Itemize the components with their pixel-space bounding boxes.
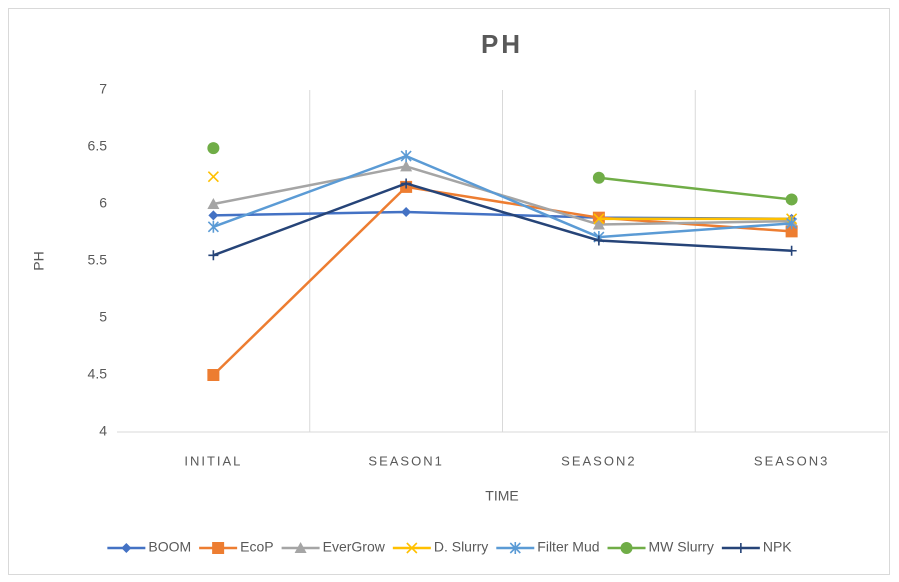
- marker: [786, 217, 798, 230]
- x-tick-label: SEASON1: [368, 453, 443, 468]
- legend-label: Filter Mud: [537, 539, 599, 555]
- legend-label: D. Slurry: [434, 539, 488, 555]
- marker: [207, 142, 220, 155]
- marker: [294, 542, 307, 553]
- legend-label: MW Slurry: [649, 539, 714, 555]
- marker: [593, 235, 604, 246]
- series-line: [598, 176, 792, 201]
- x-axis-label: TIME: [485, 488, 518, 504]
- y-tick-label: 5: [99, 309, 107, 325]
- marker: [592, 218, 605, 230]
- marker: [785, 193, 798, 206]
- marker: [121, 543, 132, 553]
- series-line: [212, 185, 792, 376]
- legend: BOOM EcoP EverGrow D. Slurry Filter Mud MW Sl…: [107, 539, 792, 555]
- y-axis-label: PH: [31, 251, 47, 270]
- marker: [401, 206, 412, 217]
- y-tick-label: 6: [99, 195, 107, 211]
- y-tick-label: 5.5: [88, 252, 108, 268]
- marker: [208, 210, 219, 221]
- legend-label: NPK: [763, 539, 792, 555]
- marker: [400, 160, 413, 172]
- marker: [207, 369, 220, 381]
- marker: [207, 220, 219, 233]
- marker: [401, 178, 412, 189]
- marker: [207, 198, 220, 209]
- marker: [212, 542, 225, 554]
- x-tick-label: SEASON3: [754, 453, 829, 468]
- marker: [786, 245, 797, 256]
- marker: [785, 225, 798, 238]
- chart-title: PH: [481, 29, 523, 59]
- series-line: [212, 154, 792, 239]
- marker: [735, 543, 746, 553]
- marker: [208, 250, 219, 261]
- marker: [400, 150, 412, 163]
- y-tick-label: 7: [99, 81, 107, 97]
- marker: [592, 171, 605, 184]
- x-tick-label: SEASON2: [561, 453, 636, 468]
- marker: [509, 542, 521, 554]
- legend-label: BOOM: [148, 539, 191, 555]
- y-tick-label: 4: [99, 423, 107, 439]
- series-line: [212, 182, 792, 257]
- marker: [207, 171, 219, 183]
- chart-border: [8, 8, 890, 575]
- marker: [406, 542, 418, 554]
- y-tick-label: 4.5: [88, 366, 108, 382]
- marker: [620, 542, 633, 554]
- marker: [593, 213, 605, 225]
- y-tick-label: 6.5: [88, 138, 108, 154]
- legend-label: EcoP: [240, 539, 273, 555]
- x-tick-label: INITIAL: [184, 453, 242, 468]
- legend-label: EverGrow: [323, 539, 386, 555]
